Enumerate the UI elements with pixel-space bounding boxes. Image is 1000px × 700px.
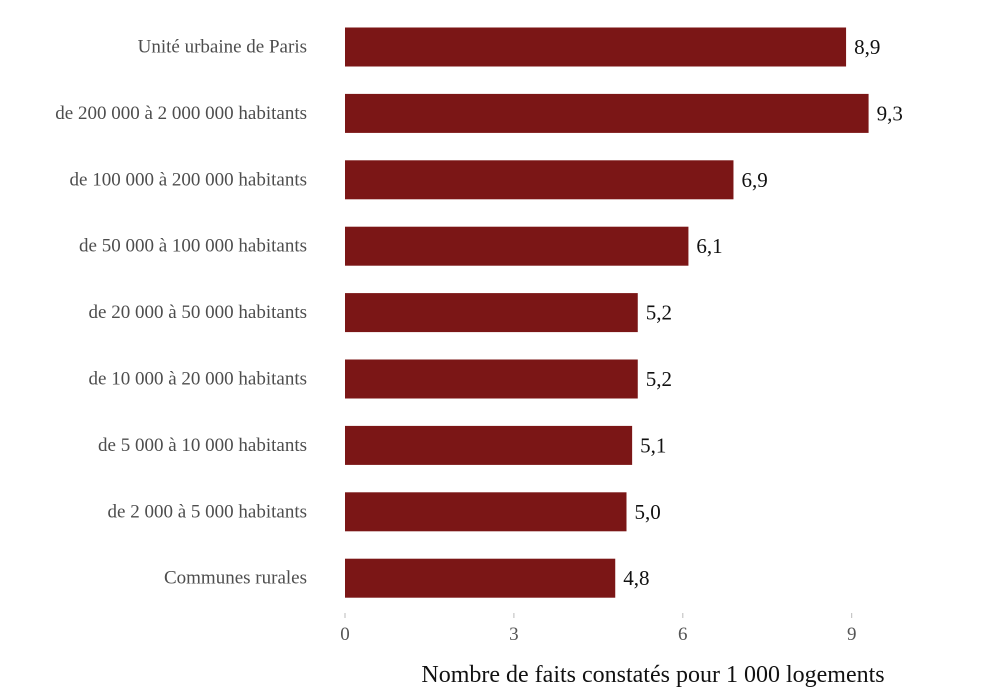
bar xyxy=(345,93,869,133)
value-label: 6,1 xyxy=(696,234,722,258)
bar xyxy=(345,27,847,67)
value-label: 5,2 xyxy=(646,367,672,391)
value-label: 9,3 xyxy=(877,101,903,125)
value-label: 6,9 xyxy=(741,168,767,192)
value-label: 5,0 xyxy=(635,500,661,524)
bar xyxy=(345,160,734,200)
category-label: de 5 000 à 10 000 habitants xyxy=(98,435,307,456)
x-axis-ticks: 0 3 6 9 xyxy=(340,613,856,645)
category-label: de 200 000 à 2 000 000 habitants xyxy=(55,103,307,124)
x-axis-title: Nombre de faits constatés pour 1 000 log… xyxy=(421,662,884,688)
category-labels: Unité urbaine de Paris de 200 000 à 2 000… xyxy=(55,37,307,589)
category-label: Unité urbaine de Paris xyxy=(138,37,307,58)
value-label: 5,1 xyxy=(640,433,666,457)
value-label: 5,2 xyxy=(646,301,672,325)
bar xyxy=(345,492,627,532)
value-label: 8,9 xyxy=(854,35,880,59)
bar xyxy=(345,293,638,333)
x-tick-label: 0 xyxy=(340,624,350,645)
category-label: de 20 000 à 50 000 habitants xyxy=(89,302,307,323)
bar xyxy=(345,425,633,465)
category-label: Communes rurales xyxy=(164,568,307,589)
bar xyxy=(345,359,638,399)
category-label: de 2 000 à 5 000 habitants xyxy=(108,501,307,522)
x-tick-label: 3 xyxy=(509,624,519,645)
x-tick-label: 9 xyxy=(847,624,857,645)
bar xyxy=(345,558,616,598)
bar xyxy=(345,226,689,266)
category-label: de 10 000 à 20 000 habitants xyxy=(89,369,307,390)
value-labels: 8,9 9,3 6,9 6,1 5,2 5,2 5,1 5,0 4,8 xyxy=(623,35,903,590)
category-label: de 50 000 à 100 000 habitants xyxy=(79,236,307,257)
bars xyxy=(345,27,869,598)
value-label: 4,8 xyxy=(623,566,649,590)
category-label: de 100 000 à 200 000 habitants xyxy=(70,169,307,190)
x-tick-label: 6 xyxy=(678,624,688,645)
